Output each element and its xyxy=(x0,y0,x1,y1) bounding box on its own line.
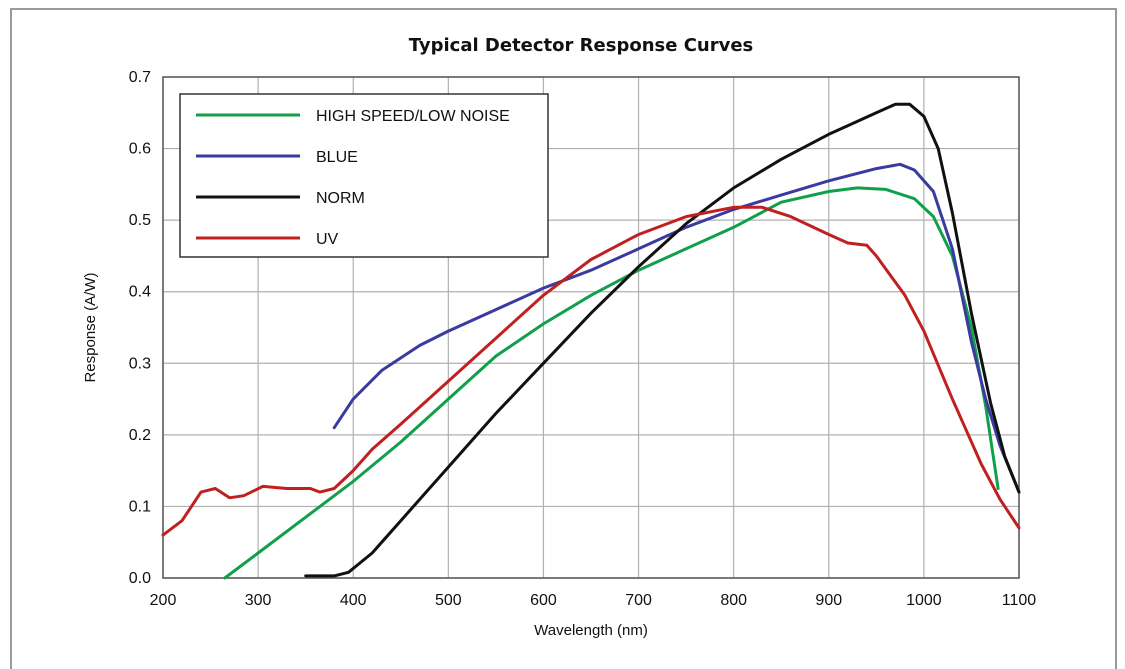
x-tick-label: 200 xyxy=(150,592,177,609)
series-line-1 xyxy=(332,162,1021,494)
x-tick-label: 1000 xyxy=(906,592,942,609)
legend-label-1: BLUE xyxy=(316,149,358,166)
x-tick-label: 300 xyxy=(245,592,272,609)
y-tick-label: 0.6 xyxy=(129,141,151,158)
y-tick-label: 0.0 xyxy=(129,570,151,587)
x-tick-label: 700 xyxy=(625,592,652,609)
y-tick-label: 0.5 xyxy=(129,212,151,229)
x-tick-label: 400 xyxy=(340,592,367,609)
x-axis-title: Wavelength (nm) xyxy=(534,622,648,639)
x-tick-label: 600 xyxy=(530,592,557,609)
series-line-0 xyxy=(223,186,1000,580)
series-line-2 xyxy=(304,102,1021,578)
y-tick-label: 0.2 xyxy=(129,427,151,444)
y-tick-label: 0.4 xyxy=(129,284,151,301)
x-tick-label: 500 xyxy=(435,592,462,609)
plot-area-border xyxy=(162,76,1020,579)
x-tick-label: 1100 xyxy=(1002,592,1037,609)
x-tick-label: 800 xyxy=(720,592,747,609)
series-line-3 xyxy=(161,205,1021,537)
y-tick-label: 0.1 xyxy=(129,498,151,515)
chart-title: Typical Detector Response Curves xyxy=(409,35,754,56)
legend-label-2: NORM xyxy=(316,190,365,207)
legend-box xyxy=(179,93,549,258)
legend-label-3: UV xyxy=(316,231,339,248)
y-tick-label: 0.7 xyxy=(129,69,151,86)
x-tick-label: 900 xyxy=(815,592,842,609)
legend-label-0: HIGH SPEED/LOW NOISE xyxy=(316,108,510,125)
y-axis-title: Response (A/W) xyxy=(82,272,99,382)
y-tick-label: 0.3 xyxy=(129,355,151,372)
